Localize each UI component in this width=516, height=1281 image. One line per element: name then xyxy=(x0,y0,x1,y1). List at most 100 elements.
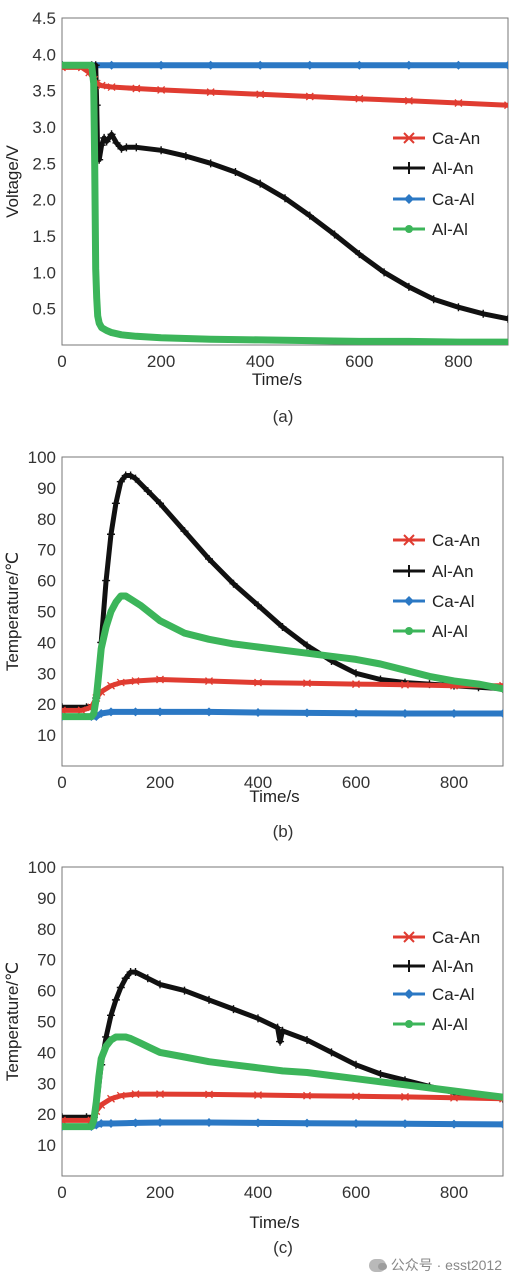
series-al-al xyxy=(62,61,508,345)
data-point xyxy=(97,81,106,90)
data-point xyxy=(204,707,214,717)
data-point xyxy=(453,60,463,70)
data-point xyxy=(256,90,265,99)
data-point xyxy=(181,1053,188,1061)
x-tick-label: 800 xyxy=(444,352,472,371)
plot-frame xyxy=(61,456,504,767)
data-point xyxy=(137,602,144,609)
data-point xyxy=(116,1091,125,1100)
y-tick-label: 50 xyxy=(37,1013,56,1032)
data-point xyxy=(281,194,289,203)
legend-label: Ca-An xyxy=(432,928,480,947)
data-point xyxy=(90,1117,98,1124)
x-tick-label: 600 xyxy=(345,352,373,371)
data-point xyxy=(107,1094,115,1103)
y-tick-label: 4.5 xyxy=(32,9,56,28)
data-point xyxy=(400,1119,410,1129)
data-point xyxy=(131,1118,140,1128)
data-point xyxy=(380,268,389,277)
data-point xyxy=(278,1026,287,1035)
data-point xyxy=(117,1033,125,1041)
x-tick-label: 400 xyxy=(246,352,274,371)
legend-marker xyxy=(404,194,414,204)
series-line xyxy=(62,1119,503,1130)
legend-marker xyxy=(405,1020,413,1028)
data-point xyxy=(156,1049,164,1056)
y-tick-label: 100 xyxy=(28,448,56,467)
y-tick-label: 40 xyxy=(37,633,56,652)
data-point xyxy=(107,83,116,91)
watermark: 公众号 · esst2012 xyxy=(368,1255,502,1275)
data-point xyxy=(96,1118,106,1128)
data-point xyxy=(107,1036,115,1044)
data-point xyxy=(278,622,287,631)
data-point xyxy=(499,1094,503,1101)
data-point xyxy=(131,1090,140,1099)
data-point xyxy=(305,60,315,70)
legend-label: Al-Al xyxy=(432,220,468,239)
data-point xyxy=(106,1118,116,1128)
x-tick-label: 400 xyxy=(244,773,272,792)
data-point xyxy=(504,101,508,110)
data-point xyxy=(400,708,410,718)
legend-marker xyxy=(404,596,414,606)
data-point xyxy=(77,706,86,715)
data-point xyxy=(156,60,166,70)
series-ca-al xyxy=(62,60,508,70)
y-tick-label: 60 xyxy=(37,572,56,591)
data-point xyxy=(306,337,313,344)
data-point xyxy=(156,617,164,624)
data-point xyxy=(426,673,433,680)
data-point xyxy=(351,708,361,718)
y-tick-label: 70 xyxy=(37,951,56,970)
data-point xyxy=(88,1123,95,1130)
data-point xyxy=(111,499,120,508)
data-point xyxy=(475,680,482,688)
data-point xyxy=(455,338,462,345)
data-point xyxy=(352,669,360,678)
data-point xyxy=(62,1123,66,1130)
data-point xyxy=(352,680,360,689)
data-point xyxy=(102,1043,110,1050)
legend-label: Ca-Al xyxy=(432,190,475,209)
data-point xyxy=(255,60,265,70)
data-point xyxy=(156,1090,164,1099)
data-point xyxy=(112,1033,120,1041)
data-point xyxy=(91,160,98,167)
data-point xyxy=(95,1073,102,1081)
data-point xyxy=(454,303,463,312)
data-point xyxy=(328,1072,335,1079)
data-point xyxy=(450,1087,458,1095)
data-point xyxy=(404,60,414,70)
y-tick-label: 80 xyxy=(37,510,56,529)
data-point xyxy=(376,1070,385,1079)
data-point xyxy=(98,1055,105,1062)
x-axis-label: Time/s xyxy=(252,370,302,389)
data-point xyxy=(355,250,364,259)
data-point xyxy=(90,710,98,717)
data-point xyxy=(356,338,363,345)
legend-label: Ca-Al xyxy=(432,592,475,611)
chart-panel-a: 0.5 1.0 1.5 2.0 2.5 3.0 3.5 4.0 4.5 0 200 400 600 800… xyxy=(3,9,509,426)
legend-label: Al-Al xyxy=(432,1015,468,1034)
chart-panel-b: 10 20 30 40 50 60 70 80 90 100 0 200 400 600 800 Time/s… xyxy=(3,448,504,841)
x-tick-label: 0 xyxy=(57,352,66,371)
data-point xyxy=(401,1081,409,1089)
x-tick-label: 400 xyxy=(244,1183,272,1202)
legend-label: Al-Al xyxy=(432,622,468,641)
data-point xyxy=(479,309,488,318)
x-tick-label: 200 xyxy=(146,773,174,792)
y-tick-label: 10 xyxy=(37,1136,56,1155)
data-point xyxy=(94,312,101,320)
data-point xyxy=(106,707,116,717)
data-point xyxy=(88,62,95,69)
x-tick-label: 600 xyxy=(342,1183,370,1202)
data-point xyxy=(257,336,264,344)
data-point xyxy=(181,152,190,161)
data-point xyxy=(102,623,110,631)
data-point xyxy=(157,85,166,94)
y-tick-label: 20 xyxy=(37,1105,56,1124)
legend-label: Al-An xyxy=(432,957,474,976)
data-point xyxy=(377,1078,384,1085)
